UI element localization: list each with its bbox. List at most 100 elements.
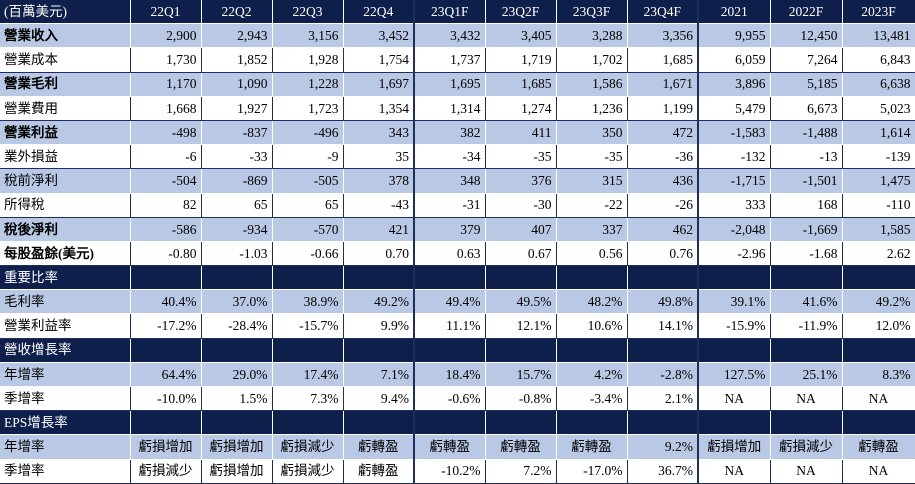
table-cell: 64.4% — [130, 362, 202, 388]
table-cell: -17.2% — [130, 313, 202, 339]
table-cell: 65 — [201, 193, 273, 218]
table-cell: 343 — [343, 120, 415, 146]
table-cell: 0.76 — [627, 241, 699, 267]
table-cell: -43 — [343, 193, 415, 218]
section-filler — [627, 338, 699, 363]
row-label: 毛利率 — [0, 289, 131, 315]
table-cell: 1,274 — [485, 96, 557, 121]
table-cell: -17.0% — [556, 459, 628, 484]
section-filler — [697, 338, 771, 363]
table-cell: 6,843 — [842, 47, 915, 73]
table-cell: 348 — [413, 168, 486, 194]
table-cell: 1,586 — [556, 72, 628, 97]
table-cell: 337 — [556, 217, 628, 242]
section-header: EPS增長率 — [0, 410, 915, 436]
table-cell: 0.70 — [343, 241, 415, 267]
table-cell: -1,669 — [770, 217, 843, 242]
table-cell: -496 — [272, 120, 344, 146]
table-cell: -31 — [413, 193, 486, 218]
table-cell: 1,685 — [627, 47, 699, 73]
table-cell: 虧轉盈 — [485, 434, 557, 460]
table-cell: 1,475 — [842, 168, 915, 194]
table-cell: 1,585 — [842, 217, 915, 242]
table-cell: 1,199 — [627, 96, 699, 121]
table-cell: 12.1% — [485, 313, 557, 339]
table-cell: 4.2% — [556, 362, 628, 388]
table-cell: 虧損增加 — [201, 459, 273, 484]
table-cell: 虧損減少 — [272, 459, 344, 484]
table-cell: 17.4% — [272, 362, 344, 388]
table-cell: -1,583 — [697, 120, 771, 146]
table-row: 年增率 64.4% 29.0% 17.4% 7.1% 18.4% 15.7% 4.2% -2.8… — [0, 362, 915, 388]
section-filler — [201, 265, 273, 291]
table-cell: 9.9% — [343, 313, 415, 339]
table-cell: 378 — [343, 168, 415, 194]
section-filler — [556, 410, 628, 436]
table-cell: 379 — [413, 217, 486, 242]
table-cell: 5,023 — [842, 96, 915, 121]
table-cell: -6 — [130, 144, 202, 170]
table-cell: 462 — [627, 217, 699, 242]
table-cell: -2.8% — [627, 362, 699, 388]
table-cell: -2,048 — [697, 217, 771, 242]
table-cell: -13 — [770, 144, 843, 170]
table-row: 所得稅 82 65 65 -43 -31 -30 -22 -26 333 168 -110 — [0, 193, 915, 218]
table-cell: 12,450 — [770, 23, 843, 49]
table-cell: NA — [770, 386, 843, 412]
table-cell: 虧轉盈 — [413, 434, 486, 460]
header-row: (百萬美元) 22Q1 22Q2 22Q3 22Q4 23Q1F 23Q2F 23Q3F 23Q… — [0, 0, 915, 25]
table-cell: -110 — [842, 193, 915, 218]
table-cell: 7,264 — [770, 47, 843, 73]
table-cell: NA — [697, 386, 771, 412]
table-cell: -0.8% — [485, 386, 557, 412]
table-cell: 5,185 — [770, 72, 843, 97]
table-cell: -11.9% — [770, 313, 843, 339]
row-label: 每股盈餘(美元) — [0, 241, 131, 267]
row-label: 季增率 — [0, 386, 131, 412]
row-label: 年增率 — [0, 362, 131, 388]
unit-label: (百萬美元) — [0, 0, 131, 25]
table-row: 稅後淨利 -586 -934 -570 421 379 407 337 462 -2,048 -1,… — [0, 217, 915, 242]
column-header: 22Q3 — [272, 0, 344, 25]
table-cell: -1.68 — [770, 241, 843, 267]
section-filler — [627, 265, 699, 291]
table-cell: -9 — [272, 144, 344, 170]
section-filler — [556, 338, 628, 363]
table-cell: 8.3% — [842, 362, 915, 388]
table-cell: 0.67 — [485, 241, 557, 267]
table-cell: -139 — [842, 144, 915, 170]
table-cell: -22 — [556, 193, 628, 218]
column-header: 2021 — [697, 0, 771, 25]
table-cell: 49.8% — [627, 289, 699, 315]
table-row: 營業成本 1,730 1,852 1,928 1,754 1,737 1,719 1,702 1… — [0, 47, 915, 73]
table-cell: -15.7% — [272, 313, 344, 339]
table-cell: -26 — [627, 193, 699, 218]
table-cell: -1,488 — [770, 120, 843, 146]
table-cell: 1,090 — [201, 72, 273, 97]
section-filler — [697, 265, 771, 291]
table-cell: 25.1% — [770, 362, 843, 388]
section-filler — [272, 338, 344, 363]
section-filler — [485, 338, 557, 363]
section-filler — [343, 410, 415, 436]
table-cell: NA — [697, 459, 771, 484]
row-label: 年增率 — [0, 434, 131, 460]
table-cell: 3,405 — [485, 23, 557, 49]
table-cell: 6,638 — [842, 72, 915, 97]
table-cell: 虧損減少 — [770, 434, 843, 460]
table-cell: -35 — [485, 144, 557, 170]
section-filler — [556, 265, 628, 291]
table-cell: 6,673 — [770, 96, 843, 121]
table-cell: 10.6% — [556, 313, 628, 339]
column-header: 2022F — [770, 0, 843, 25]
table-cell: 1,730 — [130, 47, 202, 73]
table-cell: 421 — [343, 217, 415, 242]
table-cell: 376 — [485, 168, 557, 194]
table-cell: 1,671 — [627, 72, 699, 97]
section-filler — [130, 338, 202, 363]
table-row: 年增率 虧損增加 虧損增加 虧損減少 虧轉盈 虧轉盈 虧轉盈 虧轉盈 9.2% 虧損增加 虧損減少虧… — [0, 434, 915, 460]
table-cell: 虧轉盈 — [343, 434, 415, 460]
table-row: 業外損益 -6 -33 -9 35 -34 -35 -35 -36 -132 -13 -139 — [0, 144, 915, 170]
table-cell: -586 — [130, 217, 202, 242]
table-cell: 333 — [697, 193, 771, 218]
